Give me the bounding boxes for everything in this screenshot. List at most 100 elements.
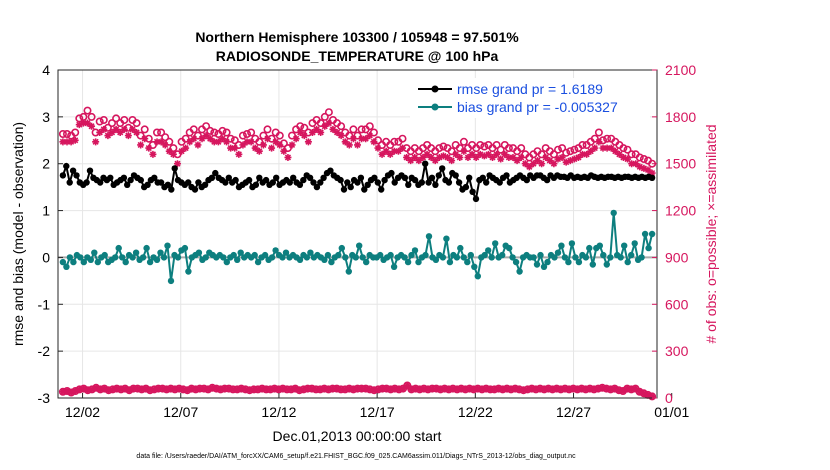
obs-assimilated-marker [133,128,141,136]
obs-assimilated-low-marker [349,385,357,393]
bias-point [617,254,624,261]
obs-assimilated-marker [206,135,214,143]
obs-assimilated-low-marker [503,385,511,393]
obs-assimilated-low-marker [80,385,88,393]
obs-assimilated-marker [149,150,157,158]
rmse-point [479,174,486,181]
obs-possible-marker [562,148,571,157]
obs-possible-marker [300,123,309,132]
obs-assimilated-low-marker [644,391,652,399]
obs-possible-marker [345,131,354,140]
obs-assimilated-marker [599,144,607,152]
obs-assimilated-marker [644,166,652,174]
obs-assimilated-marker [79,119,87,127]
obs-assimilated-low-marker [499,385,507,393]
obs-possible-marker [390,137,399,146]
obs-possible-marker [206,126,215,135]
bias-point [164,242,171,249]
bias-point [63,263,70,270]
obs-assimilated-low-marker [461,385,469,393]
obs-assimilated-low-marker [378,385,386,393]
obs-assimilated-low-marker [420,385,428,393]
rmse-point [86,167,94,174]
obs-assimilated-marker [444,153,452,161]
obs-assimilated-low-marker [100,385,108,393]
obs-assimilated-marker [141,135,149,143]
obs-assimilated-marker [394,147,402,155]
obs-possible-marker [459,137,468,146]
rmse-point [361,186,368,193]
x-tick-label: 01/01 [654,404,689,420]
rmse-point [164,181,172,188]
bias-point [272,247,279,254]
obs-assimilated-marker [493,150,501,158]
bias-point [195,249,203,256]
rmse-point [83,179,90,186]
bias-point [530,254,537,261]
bias-point [499,251,506,259]
bias-point [307,249,314,256]
obs-assimilated-marker [595,138,603,146]
obs-assimilated-marker [329,125,337,133]
obs-possible-marker [517,144,526,153]
bias-point [268,254,276,261]
obs-assimilated-marker [591,144,599,152]
obs-assimilated-marker [145,144,153,152]
obs-assimilated-low-marker [279,385,287,393]
legend-box [410,78,650,118]
bias-point [600,251,607,259]
bias-point [624,258,631,266]
obs-assimilated-marker [186,138,194,146]
obs-possible-marker [504,144,513,153]
obs-assimilated-low-marker [354,385,361,393]
bias-point [101,251,108,259]
bias-point [408,251,415,259]
rmse-point [269,179,276,186]
obs-assimilated-low-marker [466,385,474,393]
bias-point [363,258,370,266]
y-tick-label: 0 [42,249,50,265]
obs-assimilated-marker [529,160,537,168]
rmse-point [452,172,459,179]
obs-assimilated-marker [603,144,611,152]
obs-possible-marker [62,130,71,139]
obs-possible-marker [189,125,198,134]
obs-possible-marker [639,155,648,164]
rmse-point [69,167,77,174]
obs-assimilated-low-marker [59,388,67,396]
bias-point [485,247,492,254]
obs-assimilated-low-marker [631,385,639,393]
bias-point [509,254,516,261]
obs-possible-marker [255,137,264,146]
obs-assimilated-marker [411,153,419,161]
bias-point [352,254,359,261]
obs-possible-marker [230,136,239,145]
y2-tick-label: 900 [665,249,689,265]
rmse-point [432,181,439,188]
x-tick-label: 12/07 [163,404,198,420]
legend: rmse grand pr = 1.6189 bias grand pr = -… [410,78,650,118]
obs-assimilated-low-marker [607,385,615,393]
bias-point [321,256,328,263]
obs-assimilated-marker [476,150,484,158]
obs-assimilated-marker [96,128,104,136]
obs-possible-marker [619,144,628,153]
obs-assimilated-marker [460,147,468,155]
obs-assimilated-marker [423,150,431,158]
bias-point [129,254,136,261]
obs-assimilated-low-marker [295,386,303,394]
obs-possible-marker [275,131,284,140]
obs-assimilated-marker [161,141,169,149]
obs-assimilated-marker [558,153,566,161]
bias-point [460,254,467,261]
obs-assimilated-low-marker [337,385,345,393]
rmse-point [388,169,395,177]
obs-assimilated-low-marker [345,385,353,393]
obs-assimilated-low-marker [495,385,503,393]
bias-point [160,254,168,261]
obs-assimilated-marker [640,164,648,172]
rmse-point [496,179,503,186]
obs-assimilated-marker [587,147,595,155]
rmse-point [462,183,470,191]
obs-possible-marker [226,134,235,143]
